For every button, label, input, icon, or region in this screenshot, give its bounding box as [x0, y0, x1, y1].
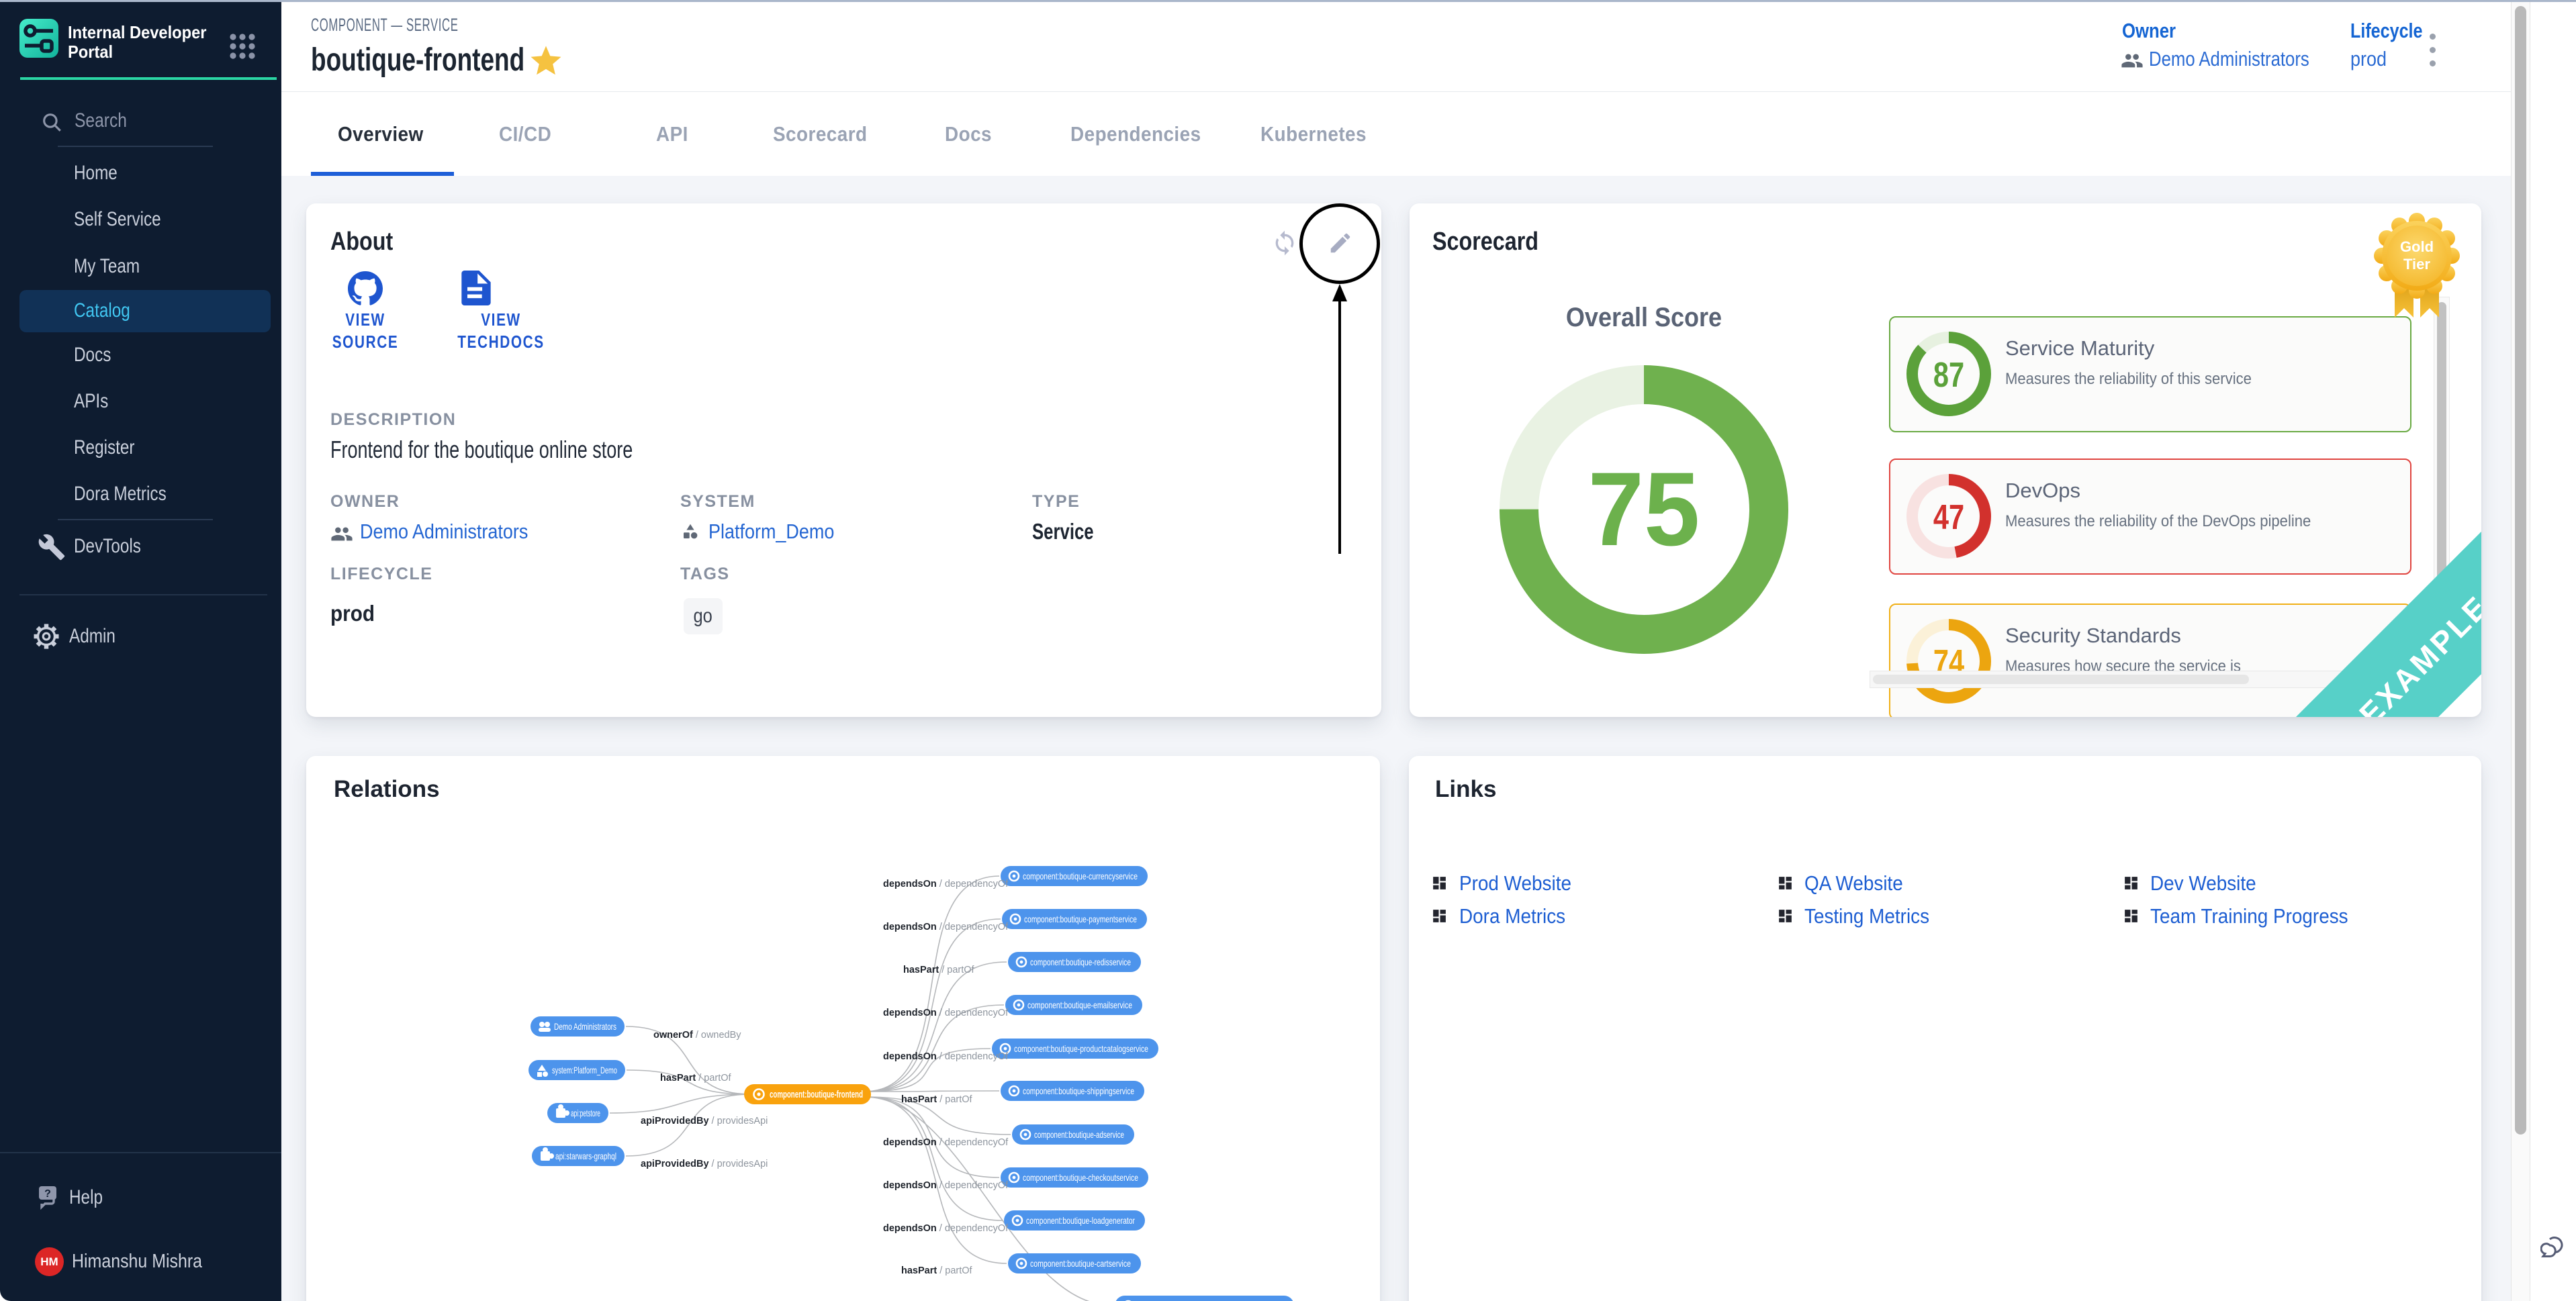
svg-text:apiProvidedBy / providesApi: apiProvidedBy / providesApi	[641, 1159, 768, 1169]
svg-text:component:boutique-loadgenerat: component:boutique-loadgenerator	[1026, 1215, 1135, 1226]
svg-text:hasPart / partOf: hasPart / partOf	[660, 1073, 732, 1083]
svg-text:apiProvidedBy / providesApi: apiProvidedBy / providesApi	[641, 1116, 768, 1126]
svg-text:component:boutique-cartservice: component:boutique-cartservice	[1030, 1258, 1131, 1269]
svg-text:dependsOn / dependencyOf: dependsOn / dependencyOf	[883, 1223, 1009, 1234]
svg-text:component:boutique-checkoutser: component:boutique-checkoutservice	[1023, 1172, 1138, 1183]
svg-text:api:petstore: api:petstore	[571, 1108, 600, 1118]
svg-text:dependsOn / dependencyOf: dependsOn / dependencyOf	[883, 1180, 1009, 1191]
svg-text:dependsOn / dependencyOf: dependsOn / dependencyOf	[883, 922, 1009, 932]
svg-text:dependsOn / dependencyOf: dependsOn / dependencyOf	[883, 879, 1009, 889]
svg-text:component:boutique-paymentserv: component:boutique-paymentservice	[1024, 914, 1137, 924]
svg-text:Tier: Tier	[2403, 256, 2430, 273]
svg-text:Demo Administrators: Demo Administrators	[554, 1021, 616, 1032]
svg-text:ownerOf / ownedBy: ownerOf / ownedBy	[653, 1030, 741, 1041]
svg-text:component:boutique-emailservic: component:boutique-emailservice	[1027, 1000, 1132, 1010]
svg-text:api:starwars-graphql: api:starwars-graphql	[555, 1151, 616, 1161]
svg-text:component:boutique-currencyser: component:boutique-currencyservice	[1023, 871, 1138, 881]
svg-text:?: ?	[44, 1188, 51, 1200]
svg-text:component:boutique-adservice: component:boutique-adservice	[1034, 1129, 1124, 1140]
svg-text:component:boutique-shippingser: component:boutique-shippingservice	[1023, 1086, 1134, 1096]
svg-text:hasPart / partOf: hasPart / partOf	[901, 1265, 973, 1276]
svg-text:dependsOn / dependencyOf: dependsOn / dependencyOf	[883, 1137, 1009, 1148]
svg-text:system:Platform_Demo: system:Platform_Demo	[552, 1065, 617, 1075]
svg-text:component:boutique-frontend: component:boutique-frontend	[770, 1090, 863, 1100]
svg-text:component:boutique-redisservic: component:boutique-redisservice	[1030, 957, 1131, 967]
svg-text:hasPart / partOf: hasPart / partOf	[903, 965, 975, 975]
svg-text:Gold: Gold	[2400, 238, 2434, 255]
svg-text:dependsOn / dependencyOf: dependsOn / dependencyOf	[883, 1051, 1009, 1062]
svg-text:dependsOn / dependencyOf: dependsOn / dependencyOf	[883, 1008, 1009, 1018]
svg-text:component:boutique-productcata: component:boutique-productcatalogservice	[1014, 1043, 1148, 1054]
svg-text:hasPart / partOf: hasPart / partOf	[901, 1094, 973, 1105]
